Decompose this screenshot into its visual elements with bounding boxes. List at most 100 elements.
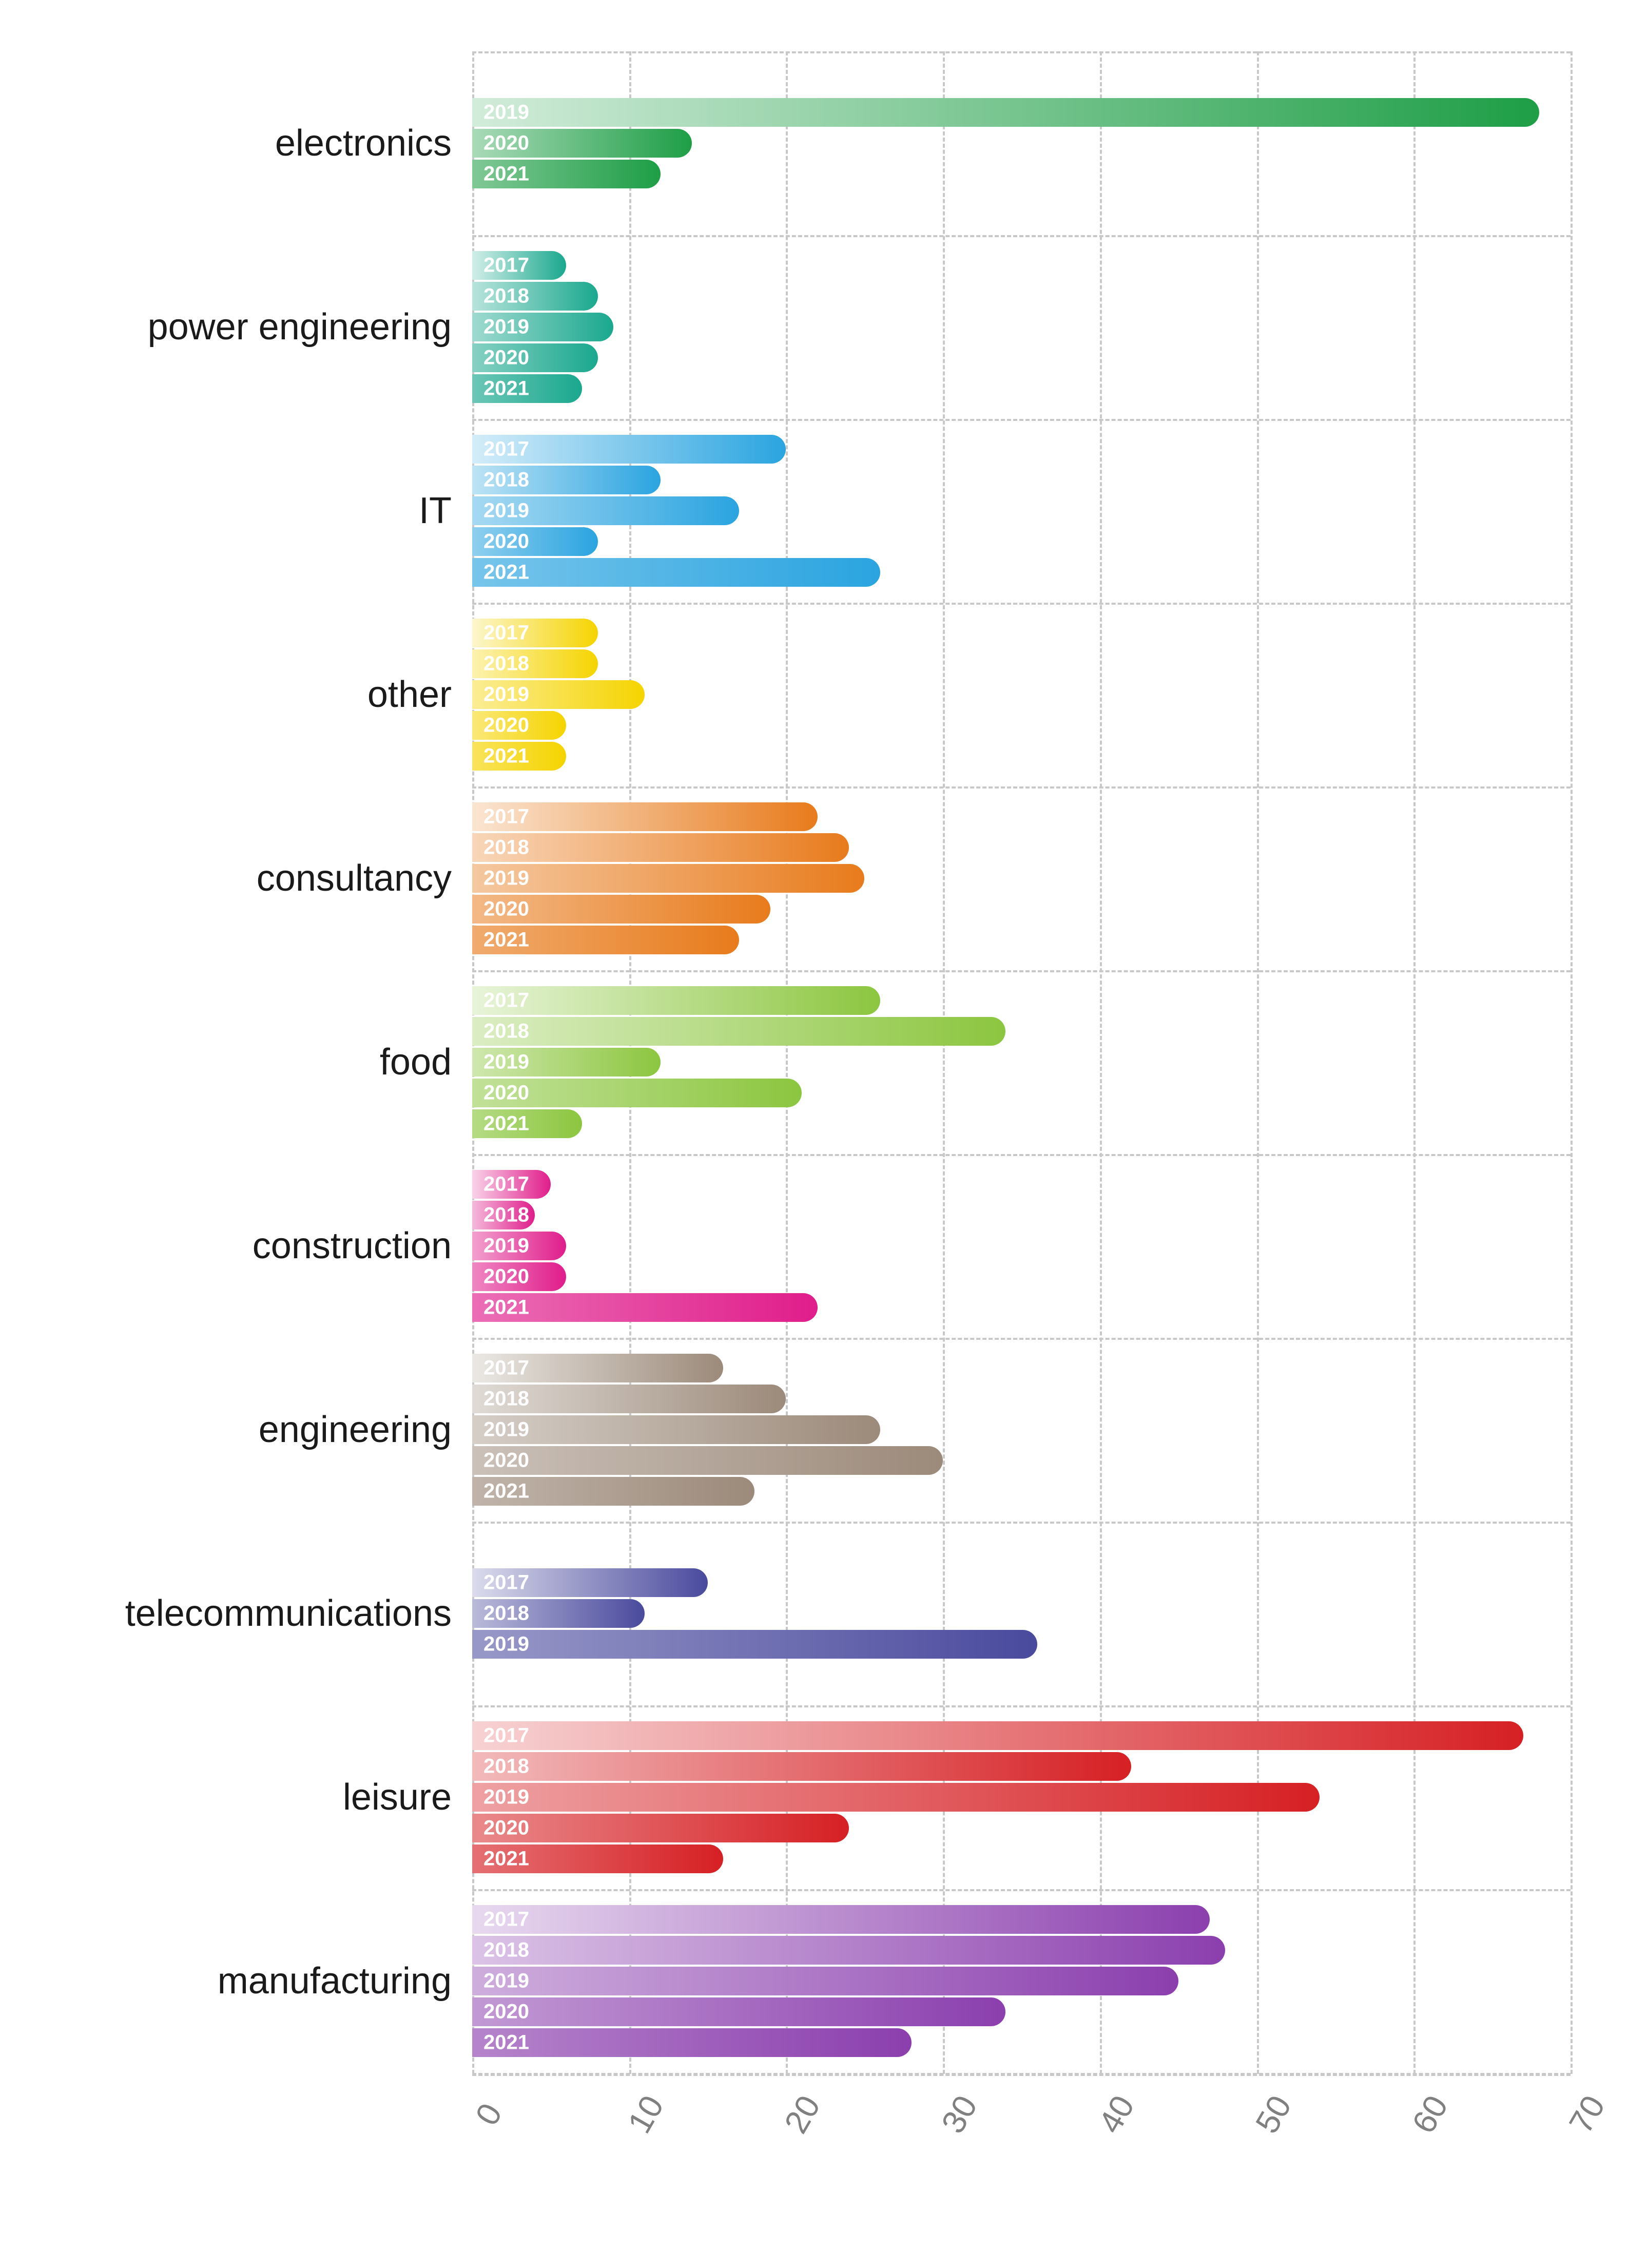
bar-year-label: 2019: [483, 1418, 529, 1441]
bar-year-label: 2021: [483, 745, 529, 768]
bar-year-label: 2021: [483, 1296, 529, 1319]
x-axis-tick: 50: [1248, 2089, 1299, 2140]
bar-year-label: 2018: [483, 836, 529, 859]
bar-year-label: 2020: [483, 347, 529, 370]
bar-year-label: 2020: [483, 530, 529, 553]
category-label-food: food: [380, 1041, 452, 1083]
bar-engineering-2020: [472, 1446, 943, 1475]
x-axis-tick: 60: [1404, 2089, 1456, 2140]
category-label-leisure: leisure: [343, 1776, 452, 1818]
category-label-consultancy: consultancy: [257, 857, 452, 899]
group-separator: [472, 419, 1571, 421]
bar-leisure-2017: [472, 1721, 1523, 1750]
bar-year-label: 2018: [483, 652, 529, 676]
bar-year-label: 2018: [483, 1204, 529, 1227]
bar-year-label: 2019: [483, 683, 529, 706]
bar-year-label: 2021: [483, 1848, 529, 1871]
group-separator: [472, 603, 1571, 605]
bar-year-label: 2017: [483, 438, 529, 461]
bar-year-label: 2020: [483, 1449, 529, 1472]
bar-telecommunications-2019: [472, 1630, 1037, 1659]
category-label-telecommunications: telecommunications: [125, 1592, 452, 1635]
bar-year-label: 2017: [483, 1724, 529, 1747]
gridline: [1257, 51, 1259, 2074]
bar-year-label: 2019: [483, 101, 529, 124]
gridline: [1571, 51, 1573, 2074]
bar-consultancy-2019: [472, 864, 864, 893]
bar-year-label: 2017: [483, 1908, 529, 1931]
group-separator: [472, 1522, 1571, 1524]
category-label-construction: construction: [253, 1225, 452, 1267]
bar-year-label: 2019: [483, 1235, 529, 1258]
bar-manufacturing-2020: [472, 1997, 1005, 2026]
plot-area: 2019 2020 2021 2017 2018 2019 2020 2021 2017 2018…: [472, 51, 1571, 2074]
bar-year-label: 2020: [483, 1817, 529, 1840]
x-axis-tick: 70: [1561, 2089, 1613, 2140]
bar-year-label: 2020: [483, 1082, 529, 1105]
industry-by-year-bar-chart: 2019 2020 2021 2017 2018 2019 2020 2021 2017 2018…: [0, 0, 1647, 2268]
bar-year-label: 2018: [483, 1755, 529, 1778]
bar-year-label: 2019: [483, 1633, 529, 1656]
bar-year-label: 2021: [483, 1112, 529, 1136]
bar-year-label: 2021: [483, 1480, 529, 1503]
group-separator: [472, 1889, 1571, 1891]
bar-manufacturing-2021: [472, 2028, 912, 2057]
category-label-it: IT: [419, 490, 452, 532]
bar-year-label: 2017: [483, 622, 529, 645]
bar-year-label: 2018: [483, 469, 529, 492]
x-axis-tick: 30: [934, 2089, 985, 2140]
bar-year-label: 2019: [483, 867, 529, 890]
bar-it-2021: [472, 558, 880, 587]
bar-electronics-2019: [472, 98, 1539, 127]
bar-year-label: 2017: [483, 1357, 529, 1380]
gridline: [1413, 51, 1416, 2074]
bar-year-label: 2017: [483, 254, 529, 277]
bar-food-2018: [472, 1017, 1005, 1046]
bar-year-label: 2019: [483, 316, 529, 339]
bar-year-label: 2019: [483, 1051, 529, 1074]
group-separator: [472, 970, 1571, 972]
bar-year-label: 2018: [483, 1602, 529, 1625]
x-axis-tick: 20: [777, 2089, 828, 2140]
bar-year-label: 2017: [483, 805, 529, 829]
bar-year-label: 2021: [483, 561, 529, 584]
bar-leisure-2019: [472, 1783, 1320, 1812]
bar-year-label: 2020: [483, 714, 529, 737]
bar-manufacturing-2018: [472, 1936, 1225, 1965]
group-separator: [472, 1338, 1571, 1340]
bar-year-label: 2020: [483, 898, 529, 921]
bar-engineering-2019: [472, 1415, 880, 1444]
x-axis-tick: 40: [1091, 2089, 1142, 2140]
bar-year-label: 2021: [483, 929, 529, 952]
category-label-electronics: electronics: [275, 122, 452, 164]
bar-year-label: 2017: [483, 989, 529, 1012]
bar-year-label: 2018: [483, 1388, 529, 1411]
category-label-other: other: [367, 674, 452, 716]
bar-food-2017: [472, 986, 880, 1015]
bar-year-label: 2021: [483, 163, 529, 186]
bar-manufacturing-2019: [472, 1967, 1178, 1995]
bar-year-label: 2018: [483, 1939, 529, 1962]
group-separator: [472, 786, 1571, 789]
bar-year-label: 2019: [483, 499, 529, 523]
category-label-manufacturing: manufacturing: [218, 1960, 452, 2002]
category-label-engineering: engineering: [259, 1409, 452, 1451]
bar-year-label: 2017: [483, 1571, 529, 1594]
grid-border: [472, 51, 1571, 53]
bar-year-label: 2019: [483, 1970, 529, 1993]
bar-year-label: 2020: [483, 1265, 529, 1289]
group-separator: [472, 1154, 1571, 1156]
x-axis-tick: 0: [468, 2097, 510, 2132]
group-separator: [472, 2073, 1571, 2075]
group-separator: [472, 235, 1571, 237]
category-label-power_engineering: power engineering: [148, 306, 452, 348]
bar-year-label: 2021: [483, 377, 529, 400]
bar-year-label: 2019: [483, 1786, 529, 1809]
bar-year-label: 2018: [483, 285, 529, 308]
bar-year-label: 2021: [483, 2031, 529, 2054]
group-separator: [472, 1705, 1571, 1707]
bar-year-label: 2018: [483, 1020, 529, 1043]
bar-year-label: 2020: [483, 2001, 529, 2024]
bar-year-label: 2020: [483, 132, 529, 155]
bar-manufacturing-2017: [472, 1905, 1210, 1934]
